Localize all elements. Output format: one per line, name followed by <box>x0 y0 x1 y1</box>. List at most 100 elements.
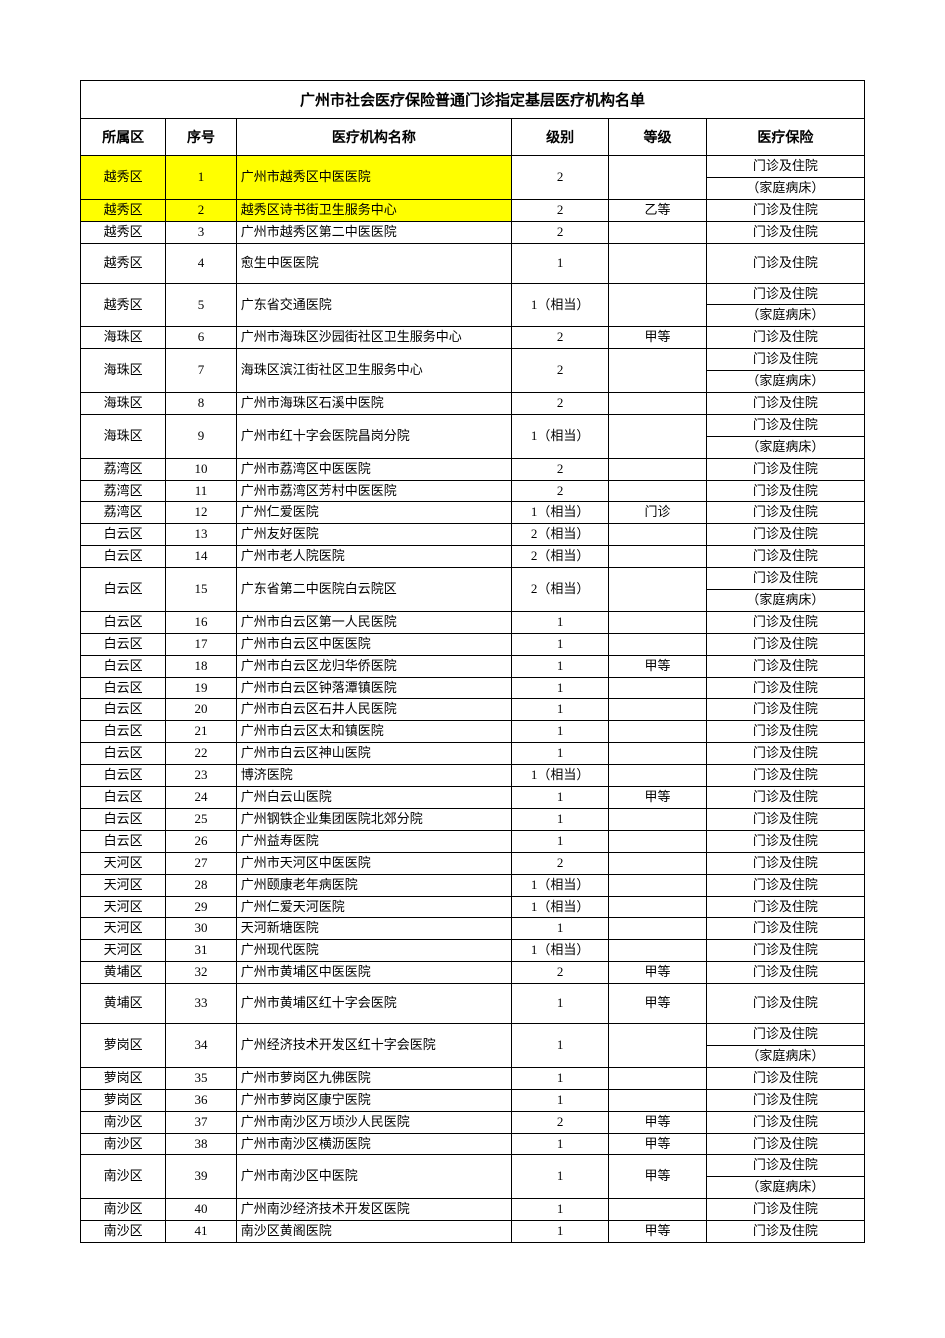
cell-seq: 39 <box>166 1155 237 1199</box>
cell-insurance: 门诊及住院（家庭病床） <box>706 156 864 200</box>
cell-seq: 5 <box>166 283 237 327</box>
table-row: 白云区26广州益寿医院1门诊及住院 <box>81 830 865 852</box>
cell-seq: 14 <box>166 546 237 568</box>
table-row: 白云区23博济医院1（相当）门诊及住院 <box>81 765 865 787</box>
cell-seq: 24 <box>166 787 237 809</box>
cell-seq: 30 <box>166 918 237 940</box>
cell-insurance: 门诊及住院 <box>706 327 864 349</box>
cell-grade <box>609 156 706 200</box>
cell-insurance: 门诊及住院 <box>706 655 864 677</box>
cell-level: 1（相当） <box>511 896 608 918</box>
cell-district: 白云区 <box>81 524 166 546</box>
cell-name: 广州市南沙区中医院 <box>236 1155 511 1199</box>
cell-seq: 4 <box>166 243 237 283</box>
cell-name: 南沙区黄阁医院 <box>236 1221 511 1243</box>
cell-name: 广州南沙经济技术开发区医院 <box>236 1199 511 1221</box>
insurance-value: 门诊及住院 <box>707 853 864 874</box>
table-row: 白云区15广东省第二中医院白云院区2（相当）门诊及住院（家庭病床） <box>81 568 865 612</box>
table-row: 白云区20广州市白云区石井人民医院1门诊及住院 <box>81 699 865 721</box>
table-row: 黄埔区33广州市黄埔区红十字会医院1甲等门诊及住院 <box>81 984 865 1024</box>
cell-insurance: 门诊及住院 <box>706 808 864 830</box>
insurance-value: 门诊及住院 <box>707 743 864 764</box>
cell-district: 越秀区 <box>81 156 166 200</box>
table-row: 海珠区8广州市海珠区石溪中医院2门诊及住院 <box>81 393 865 415</box>
cell-level: 1（相当） <box>511 283 608 327</box>
cell-name: 广州白云山医院 <box>236 787 511 809</box>
cell-level: 2 <box>511 480 608 502</box>
page-title: 广州市社会医疗保险普通门诊指定基层医疗机构名单 <box>81 81 865 119</box>
insurance-value: 门诊及住院 <box>707 918 864 939</box>
cell-grade <box>609 1089 706 1111</box>
cell-district: 荔湾区 <box>81 502 166 524</box>
cell-district: 白云区 <box>81 655 166 677</box>
cell-insurance: 门诊及住院 <box>706 677 864 699</box>
cell-name: 广州市白云区第一人民医院 <box>236 611 511 633</box>
cell-district: 白云区 <box>81 633 166 655</box>
cell-name: 广州市天河区中医医院 <box>236 852 511 874</box>
insurance-value: 门诊及住院 <box>707 678 864 699</box>
cell-grade <box>609 546 706 568</box>
cell-seq: 15 <box>166 568 237 612</box>
cell-level: 1 <box>511 1089 608 1111</box>
header-grade: 等级 <box>609 119 706 156</box>
cell-district: 天河区 <box>81 940 166 962</box>
cell-grade: 甲等 <box>609 327 706 349</box>
insurance-value: 门诊及住院 <box>707 327 864 348</box>
table-row: 荔湾区12广州仁爱医院1（相当）门诊门诊及住院 <box>81 502 865 524</box>
cell-district: 黄埔区 <box>81 962 166 984</box>
table-row: 萝岗区35广州市萝岗区九佛医院1门诊及住院 <box>81 1067 865 1089</box>
cell-seq: 23 <box>166 765 237 787</box>
insurance-value: 门诊及住院 <box>707 1090 864 1111</box>
table-row: 南沙区40广州南沙经济技术开发区医院1门诊及住院 <box>81 1199 865 1221</box>
header-district: 所属区 <box>81 119 166 156</box>
cell-grade <box>609 393 706 415</box>
cell-seq: 18 <box>166 655 237 677</box>
cell-insurance: 门诊及住院 <box>706 1221 864 1243</box>
cell-grade: 甲等 <box>609 655 706 677</box>
cell-grade: 门诊 <box>609 502 706 524</box>
cell-level: 1 <box>511 677 608 699</box>
cell-seq: 41 <box>166 1221 237 1243</box>
cell-insurance: 门诊及住院（家庭病床） <box>706 568 864 612</box>
cell-seq: 22 <box>166 743 237 765</box>
insurance-value: 门诊及住院 <box>707 962 864 983</box>
table-row: 萝岗区36广州市萝岗区康宁医院1门诊及住院 <box>81 1089 865 1111</box>
insurance-value: （家庭病床） <box>707 305 864 326</box>
table-row: 白云区25广州钢铁企业集团医院北郊分院1门诊及住院 <box>81 808 865 830</box>
cell-seq: 31 <box>166 940 237 962</box>
insurance-value: （家庭病床） <box>707 1046 864 1067</box>
cell-district: 海珠区 <box>81 327 166 349</box>
insurance-value: 门诊及住院 <box>707 546 864 567</box>
cell-grade <box>609 458 706 480</box>
cell-grade: 甲等 <box>609 962 706 984</box>
cell-level: 2 <box>511 962 608 984</box>
cell-insurance: 门诊及住院 <box>706 1199 864 1221</box>
cell-insurance: 门诊及住院 <box>706 787 864 809</box>
cell-insurance: 门诊及住院 <box>706 633 864 655</box>
cell-grade <box>609 830 706 852</box>
cell-name: 广州市萝岗区九佛医院 <box>236 1067 511 1089</box>
insurance-value: （家庭病床） <box>707 1177 864 1198</box>
cell-grade <box>609 940 706 962</box>
cell-seq: 3 <box>166 221 237 243</box>
cell-insurance: 门诊及住院 <box>706 1111 864 1133</box>
table-row: 白云区24广州白云山医院1甲等门诊及住院 <box>81 787 865 809</box>
insurance-value: 门诊及住院 <box>707 568 864 590</box>
cell-level: 2 <box>511 327 608 349</box>
cell-level: 1 <box>511 721 608 743</box>
insurance-value: 门诊及住院 <box>707 481 864 502</box>
cell-level: 2 <box>511 458 608 480</box>
cell-level: 1 <box>511 633 608 655</box>
cell-grade <box>609 524 706 546</box>
cell-level: 2 <box>511 199 608 221</box>
cell-insurance: 门诊及住院 <box>706 721 864 743</box>
cell-name: 广东省交通医院 <box>236 283 511 327</box>
table-row: 萝岗区34广州经济技术开发区红十字会医院1门诊及住院（家庭病床） <box>81 1024 865 1068</box>
cell-grade <box>609 1199 706 1221</box>
table-row: 白云区13广州友好医院2（相当）门诊及住院 <box>81 524 865 546</box>
cell-seq: 37 <box>166 1111 237 1133</box>
cell-seq: 28 <box>166 874 237 896</box>
cell-grade <box>609 221 706 243</box>
cell-district: 南沙区 <box>81 1199 166 1221</box>
cell-seq: 16 <box>166 611 237 633</box>
